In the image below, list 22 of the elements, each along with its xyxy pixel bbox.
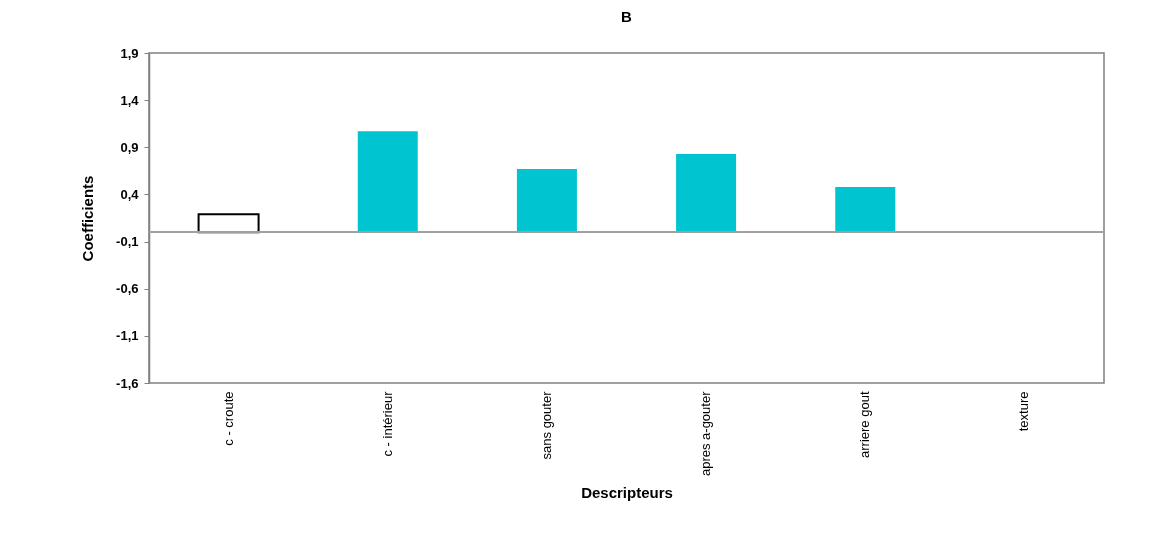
bar	[357, 131, 418, 233]
x-tick-label: c - croute	[220, 391, 236, 446]
bar	[516, 168, 577, 233]
y-axis-title: Coefficients	[79, 175, 97, 262]
y-tick-label: 0,4	[120, 186, 140, 202]
y-tick-label: -0,6	[116, 281, 139, 297]
x-tick-label: c - intérieur	[379, 390, 395, 457]
bar	[835, 186, 896, 233]
y-tick-label: -0,1	[116, 234, 139, 250]
x-tick-label: sans gouter	[538, 390, 554, 460]
x-tick-label: texture	[1016, 391, 1032, 432]
y-tick-label: 1,4	[120, 92, 140, 108]
y-tick-label: 1,9	[120, 45, 139, 61]
y-tick-label: -1,1	[116, 328, 139, 344]
x-axis-title: Descripteurs	[581, 484, 673, 502]
y-tick-label: 0,9	[120, 139, 139, 155]
y-tick-label: -1,6	[116, 375, 139, 391]
bar	[676, 153, 737, 233]
chart-title: B	[621, 8, 633, 25]
x-tick-label: apres a-gouter	[698, 390, 714, 477]
bar	[197, 213, 260, 234]
x-tick-label: arriere gout	[857, 391, 873, 458]
